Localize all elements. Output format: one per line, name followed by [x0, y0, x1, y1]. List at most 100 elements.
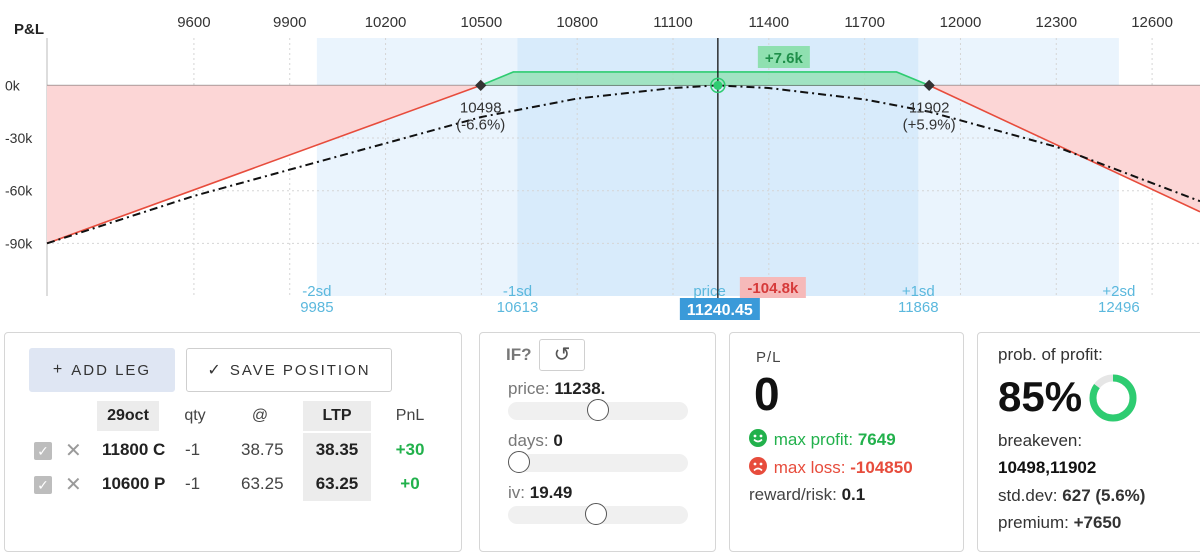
pnl-header: PnL — [395, 407, 425, 424]
donut-arc — [1089, 374, 1137, 422]
prob-profit-title: prob. of profit: — [998, 345, 1103, 364]
spot-marker — [713, 80, 723, 90]
expiry-loss-line-right — [928, 84, 1200, 213]
reward-risk-value: 0.1 — [841, 485, 866, 504]
remove-leg-icon[interactable]: ✕ — [65, 440, 82, 462]
iv-value: 19.49 — [529, 483, 573, 502]
expiry-header[interactable]: 29oct — [97, 401, 159, 431]
days-slider[interactable] — [508, 451, 688, 473]
stddev-row: std.dev: 627 (5.6%) — [998, 486, 1145, 506]
sd-name-label: -2sd — [302, 283, 331, 300]
max-loss-badge — [739, 277, 806, 298]
frown-icon — [749, 457, 767, 475]
x-tick-label: 12600 — [1131, 14, 1173, 31]
save-position-button[interactable]: ✓ SAVE POSITION — [186, 348, 392, 392]
days-slider-handle[interactable] — [508, 451, 530, 473]
breakeven-value: 10498,11902 — [998, 458, 1097, 477]
save-position-label: SAVE POSITION — [229, 361, 371, 379]
what-if-title: IF? — [506, 345, 532, 364]
pl-value: 0 — [754, 368, 780, 420]
add-leg-button[interactable]: + ADD LEG — [29, 348, 175, 392]
payoff-chart[interactable]: 9600 9900 10200 10500 10800 11100 11400 11700 12… — [0, 0, 1200, 325]
price-value: 11238. — [554, 379, 606, 398]
days-value: 0 — [553, 431, 563, 450]
smile-icon — [749, 429, 767, 447]
reward-risk-label: reward/risk: — [749, 485, 837, 504]
y-tick-label: -30k — [5, 130, 33, 146]
x-tick-label: 9600 — [177, 14, 210, 31]
breakeven-label: 11902 — [909, 99, 950, 116]
x-tick-label: 11400 — [749, 14, 790, 31]
plus-icon: + — [52, 361, 63, 378]
leg-qty: -1 — [185, 440, 201, 459]
max-loss-row: max loss: -104850 — [749, 457, 913, 478]
remove-leg-icon[interactable]: ✕ — [65, 474, 82, 496]
spot-marker-ring — [710, 77, 726, 94]
expiry-profit-line — [480, 71, 930, 87]
y-tick-label: 0k — [5, 77, 21, 93]
max-loss-label: max loss: — [773, 458, 846, 477]
x-tick-label: 12000 — [940, 14, 982, 31]
add-leg-label: ADD LEG — [71, 361, 152, 379]
x-tick-label: 12300 — [1035, 14, 1077, 31]
stddev-label: std.dev: — [998, 486, 1058, 505]
reward-risk-row: reward/risk: 0.1 — [749, 485, 865, 505]
qty-header: qty — [184, 407, 206, 424]
sd-name-label: -1sd — [503, 283, 532, 300]
sd-value-label: 12496 — [1098, 299, 1140, 316]
sd-value-label: 11868 — [898, 299, 939, 316]
max-profit-row: max profit: 7649 — [749, 429, 896, 450]
premium-label: premium: — [998, 513, 1069, 532]
x-tick-label: 10800 — [556, 14, 598, 31]
days-label: days: — [508, 431, 549, 450]
sd-name-label: +1sd — [902, 283, 935, 300]
leg-checkbox[interactable]: ✓ — [34, 442, 52, 460]
leg-checkbox[interactable]: ✓ — [34, 476, 52, 494]
premium-value: +7650 — [1073, 513, 1122, 532]
ltp-header[interactable]: LTP — [303, 401, 371, 431]
x-tick-label: 11700 — [844, 14, 885, 31]
legs-panel: + ADD LEG ✓ SAVE POSITION 29oct qty @ LT… — [4, 332, 462, 552]
spot-badge — [679, 298, 760, 320]
leg-strike: 10600 P — [102, 474, 166, 493]
reset-icon: ↺ — [553, 344, 571, 366]
leg-ltp[interactable]: 63.25 — [303, 467, 371, 501]
days-readout: days: 0 — [508, 431, 563, 451]
max-profit-value: 7649 — [857, 430, 896, 449]
leg-entry-price: 38.75 — [241, 440, 284, 459]
max-profit-label: max profit: — [773, 430, 854, 449]
leg-ltp[interactable]: 38.35 — [303, 433, 371, 467]
price-label: price — [693, 283, 726, 300]
max-loss-value: -104850 — [850, 458, 913, 477]
leg-entry-price: 63.25 — [241, 474, 284, 493]
price-slider-handle[interactable] — [587, 399, 609, 421]
price-header: @ — [251, 407, 269, 424]
leg-strike: 11800 C — [102, 440, 166, 459]
sd-value-label: 10613 — [497, 299, 539, 316]
what-if-panel: IF? ↺ price: 11238. days: 0 iv: 19.49 — [479, 332, 716, 552]
y-tick-label: -60k — [5, 183, 33, 199]
iv-slider-handle[interactable] — [585, 503, 608, 525]
max-loss-badge-label: -104.8k — [747, 280, 799, 297]
today-pnl-curve — [46, 84, 1200, 245]
premium-row: premium: +7650 — [998, 513, 1121, 533]
pl-summary-panel: P/L 0 max profit: 7649 max loss: -104850… — [729, 332, 964, 552]
pl-title: P/L — [756, 349, 782, 366]
breakeven-label: breakeven: — [998, 431, 1083, 450]
probability-panel: prob. of profit: 85% breakeven: 10498,11… — [977, 332, 1200, 552]
x-tick-label: 9900 — [273, 14, 306, 31]
prob-donut-chart — [1089, 374, 1137, 422]
iv-label: iv: — [508, 483, 525, 502]
y-tick-label: -90k — [5, 235, 33, 251]
max-profit-badge-label: +7.6k — [765, 50, 804, 67]
iv-slider[interactable] — [508, 503, 688, 525]
leg-pnl: +0 — [400, 474, 420, 493]
breakeven-label: 10498 — [460, 99, 502, 116]
reset-button[interactable]: ↺ — [539, 339, 585, 371]
iv-readout: iv: 19.49 — [508, 483, 572, 503]
price-slider[interactable] — [508, 399, 688, 421]
sd-name-label: +2sd — [1102, 283, 1135, 300]
spot-badge-label: 11240.45 — [687, 302, 753, 319]
max-profit-badge — [757, 46, 810, 68]
breakeven-pct: (-6.6%) — [456, 116, 505, 133]
